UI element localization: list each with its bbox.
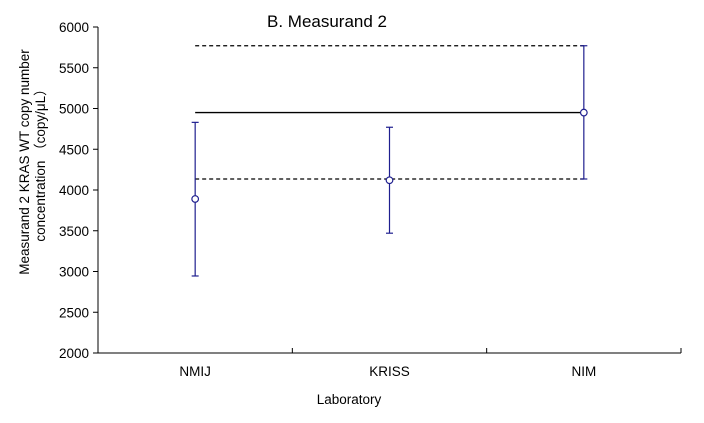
y-tick-label: 5000	[59, 102, 89, 117]
x-axis-label: Laboratory	[317, 392, 382, 407]
error-bars	[191, 45, 588, 277]
x-tick-label: NIM	[571, 364, 596, 379]
y-axis-ticks: 2000 2500 3000 3500 4000 4500 5000 5500 6000	[59, 20, 98, 361]
data-point-nmij	[191, 195, 200, 203]
data-point-kriss	[385, 176, 394, 185]
y-tick-label: 4000	[59, 183, 89, 198]
chart-title: B. Measurand 2	[267, 12, 387, 31]
y-tick-label: 3000	[59, 265, 89, 280]
y-tick-label: 3500	[59, 224, 89, 239]
y-tick-label: 2000	[59, 346, 89, 361]
y-tick-label: 6000	[59, 20, 89, 35]
x-axis-ticks: NMIJ KRISS NIM	[179, 348, 682, 379]
reference-lines	[195, 45, 584, 180]
y-axis-label-line-2: concentration （copy/μL）	[33, 82, 48, 241]
y-tick-label: 2500	[59, 305, 89, 320]
y-tick-label: 5500	[59, 61, 89, 76]
data-points	[191, 108, 588, 203]
y-tick-label: 4500	[59, 142, 89, 157]
x-tick-label: NMIJ	[179, 364, 211, 379]
x-tick-label: KRISS	[369, 364, 410, 379]
y-axis-label-line-1: Measurand 2 KRAS WT copy number	[17, 49, 32, 275]
data-point-nim	[579, 108, 588, 117]
